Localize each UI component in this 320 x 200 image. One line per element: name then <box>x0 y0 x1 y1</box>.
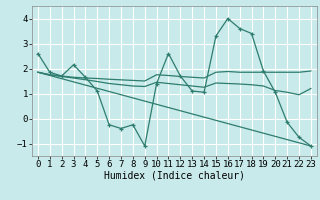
X-axis label: Humidex (Indice chaleur): Humidex (Indice chaleur) <box>104 171 245 181</box>
